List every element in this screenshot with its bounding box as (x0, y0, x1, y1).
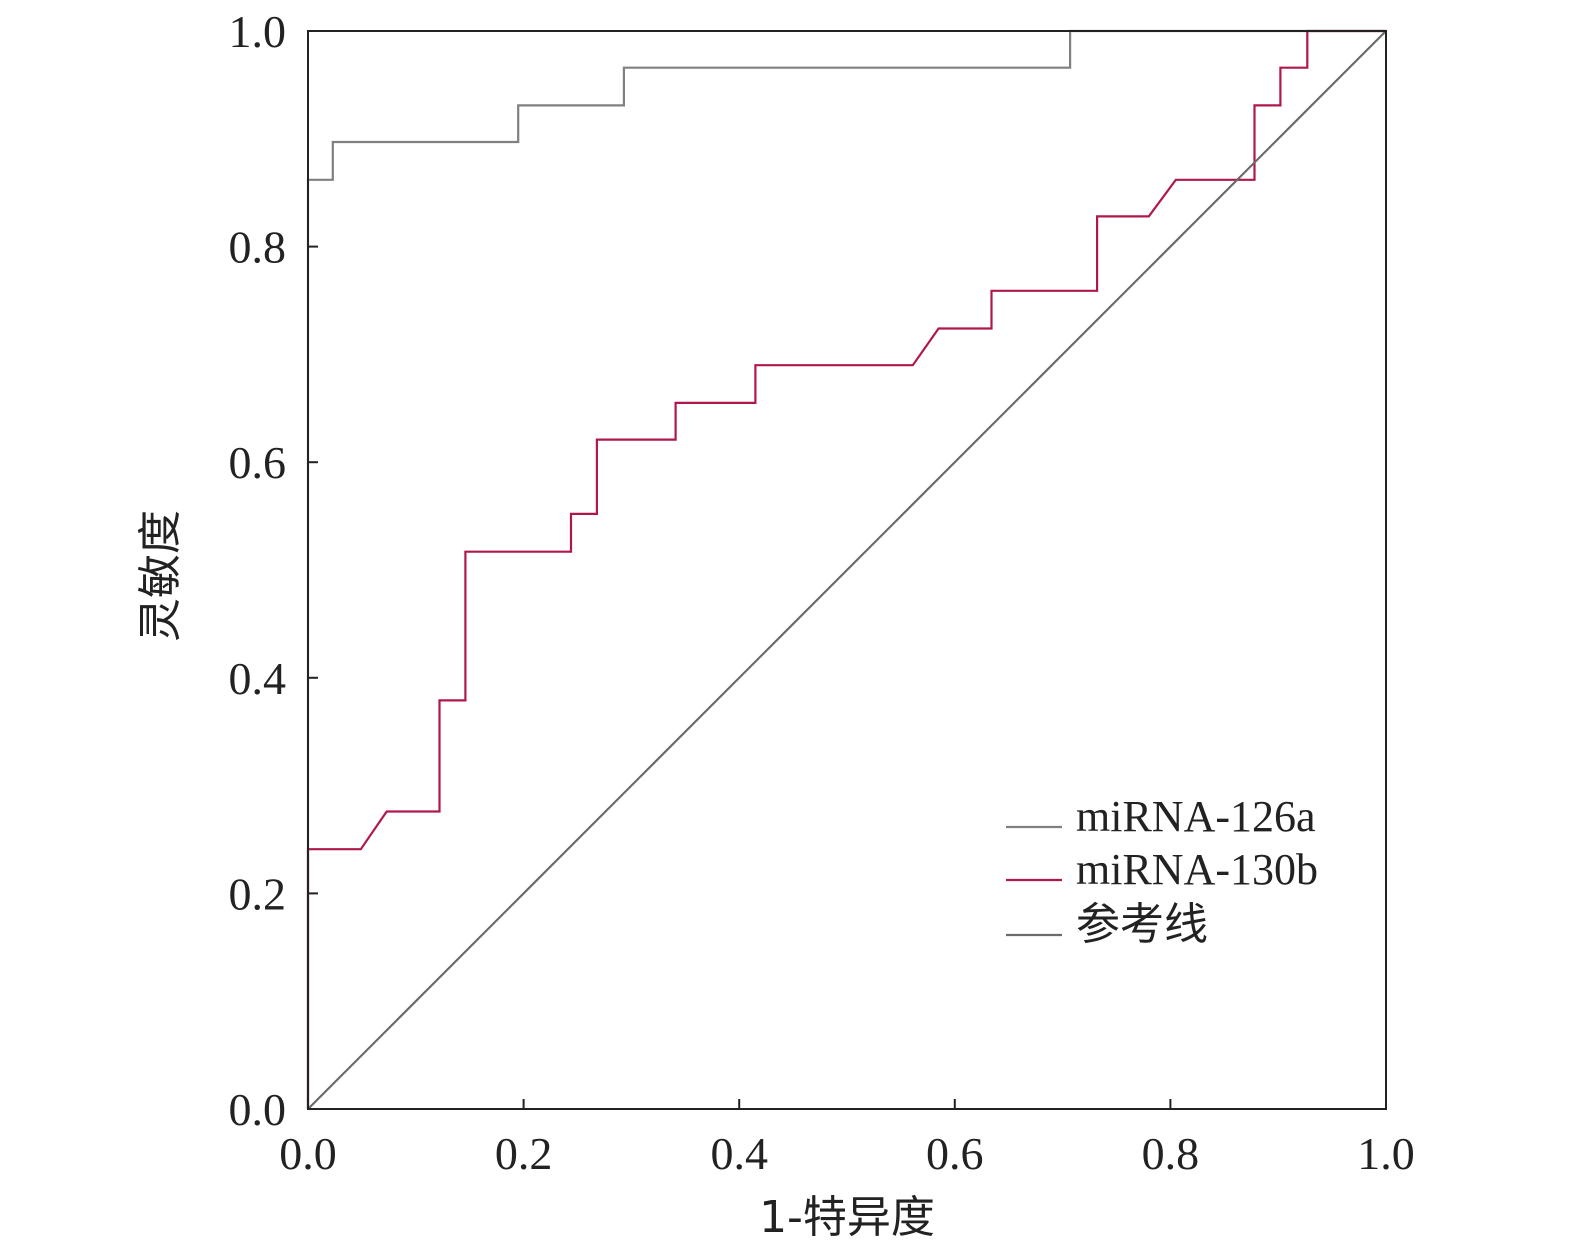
y-axis: 0.0 0.2 0.4 0.6 0.8 1.0 (229, 6, 318, 1135)
series-line-3 (307, 30, 1387, 1110)
y-tick-label: 1.0 (229, 6, 287, 57)
series-line-2 (306, 29, 1386, 1109)
x-tick-label: 0.4 (710, 1128, 768, 1179)
legend-label-3: 参考线 (1076, 900, 1208, 949)
x-tick-label: 0.0 (279, 1128, 337, 1179)
series-layer (306, 29, 1387, 1110)
y-tick-label: 0.2 (229, 868, 287, 919)
y-tick-label: 0.6 (229, 437, 287, 488)
y-tick-label: 0.0 (229, 1084, 287, 1135)
x-tick-label: 0.8 (1142, 1128, 1200, 1179)
x-tick-label: 1.0 (1357, 1128, 1415, 1179)
x-axis: 0.0 0.2 0.4 0.6 0.8 1.0 (279, 1099, 1415, 1179)
series-line-1 (306, 29, 1386, 1109)
y-tick-label: 0.8 (229, 222, 287, 273)
legend-label-2: miRNA-130b (1076, 845, 1318, 894)
y-tick-label: 0.4 (229, 653, 287, 704)
x-tick-label: 0.6 (926, 1128, 984, 1179)
x-tick-label: 0.2 (495, 1128, 553, 1179)
y-axis-title: 灵敏度 (135, 510, 186, 642)
legend-label-1: miRNA-126a (1076, 792, 1316, 841)
x-axis-title: 1-特异度 (759, 1192, 935, 1243)
plot-frame (307, 30, 1387, 1110)
